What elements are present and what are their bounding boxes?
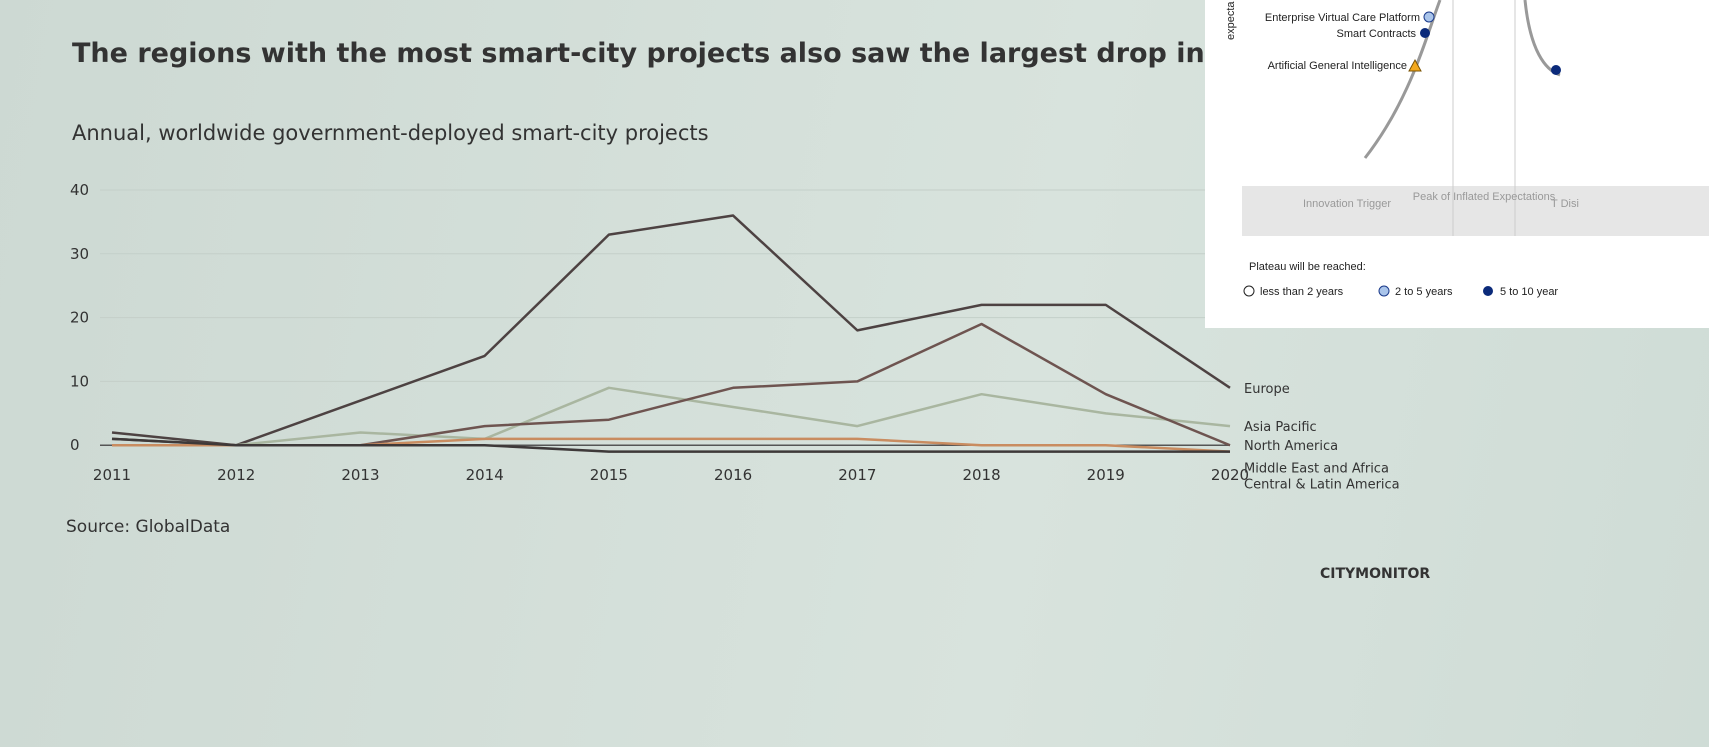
legend-marker bbox=[1483, 286, 1493, 296]
legend-title: Plateau will be reached: bbox=[1249, 261, 1366, 273]
legend-label: 5 to 10 year bbox=[1500, 286, 1558, 298]
series-label: North America bbox=[1244, 439, 1338, 454]
phase-label: T Disi bbox=[1551, 198, 1579, 210]
brand: CITYMONITOR bbox=[1320, 566, 1430, 582]
source: Source: GlobalData bbox=[66, 517, 230, 537]
x-tick-label: 2018 bbox=[962, 466, 1000, 484]
y-tick-label: 0 bbox=[70, 436, 80, 454]
x-tick-label: 2013 bbox=[341, 466, 379, 484]
point-label: Enterprise Virtual Care Platform bbox=[1265, 12, 1420, 24]
phase-label: Innovation Trigger bbox=[1303, 198, 1391, 210]
axis-label: expecta bbox=[1225, 1, 1237, 40]
x-tick-label: 2016 bbox=[714, 466, 752, 484]
y-tick-label: 10 bbox=[70, 372, 89, 390]
point-label: Smart Contracts bbox=[1337, 28, 1417, 40]
series-line bbox=[112, 216, 1230, 446]
inset: expecta Enterprise Virtual Care Platform… bbox=[1205, 0, 1709, 328]
x-tick-label: 2017 bbox=[838, 466, 876, 484]
phase-label: Peak of Inflated Expectations bbox=[1413, 191, 1556, 203]
legend-label: 2 to 5 years bbox=[1395, 286, 1453, 298]
legend-marker bbox=[1244, 286, 1254, 296]
legend-marker bbox=[1379, 286, 1389, 296]
x-tick-label: 2019 bbox=[1087, 466, 1125, 484]
x-tick-label: 2012 bbox=[217, 466, 255, 484]
x-tick-label: 2011 bbox=[93, 466, 131, 484]
y-tick-label: 20 bbox=[70, 309, 89, 327]
point-marker bbox=[1551, 65, 1561, 75]
chart: The regions with the most smart-city pro… bbox=[0, 0, 1709, 747]
y-tick-label: 40 bbox=[70, 181, 89, 199]
point-marker bbox=[1424, 12, 1434, 22]
series-label: Europe bbox=[1244, 382, 1290, 397]
inset-panel bbox=[1205, 0, 1709, 328]
series-line bbox=[112, 388, 1230, 445]
chart-subtitle: Annual, worldwide government-deployed sm… bbox=[72, 121, 709, 145]
series-label: Middle East and Africa bbox=[1244, 462, 1389, 477]
x-tick-label: 2014 bbox=[466, 466, 504, 484]
y-tick-label: 30 bbox=[70, 245, 89, 263]
series-line bbox=[112, 324, 1230, 445]
series-label: Central & Latin America bbox=[1244, 478, 1400, 493]
series-label: Asia Pacific bbox=[1244, 420, 1317, 435]
legend-label: less than 2 years bbox=[1260, 286, 1344, 298]
screen: The regions with the most smart-city pro… bbox=[0, 0, 1709, 747]
point-label: Artificial General Intelligence bbox=[1268, 60, 1407, 72]
x-tick-label: 2015 bbox=[590, 466, 628, 484]
point-marker bbox=[1420, 28, 1430, 38]
